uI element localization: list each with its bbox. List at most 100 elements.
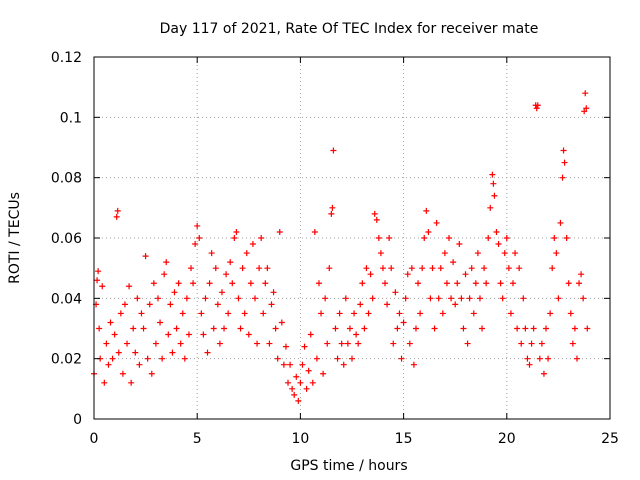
data-point (421, 235, 428, 241)
data-point (223, 271, 230, 278)
data-point (326, 265, 333, 272)
data-point (549, 265, 556, 272)
data-point (576, 280, 583, 287)
data-point (388, 265, 395, 272)
data-point (359, 280, 366, 287)
data-point (134, 295, 141, 302)
data-point (394, 325, 401, 332)
chart-title: Day 117 of 2021, Rate Of TEC Index for r… (160, 21, 539, 37)
data-point (431, 325, 438, 332)
data-point (344, 340, 351, 347)
data-point (581, 108, 588, 115)
y-tick-label: 0 (73, 412, 82, 428)
data-point (293, 373, 300, 380)
data-point (507, 310, 514, 317)
data-point (557, 219, 564, 226)
data-point (169, 349, 176, 356)
data-point (483, 280, 490, 287)
y-tick-label: 0.1 (60, 110, 82, 126)
data-point (547, 310, 554, 317)
x-tick-label: 15 (395, 431, 413, 447)
data-point (313, 355, 320, 362)
data-point (95, 268, 102, 275)
data-point (245, 331, 252, 338)
data-points (91, 90, 591, 404)
data-point (188, 265, 195, 272)
data-point (452, 301, 459, 308)
data-point (276, 228, 283, 235)
data-point (425, 228, 432, 235)
data-point (218, 289, 225, 296)
data-point (103, 340, 110, 347)
data-point (320, 370, 327, 377)
data-point (117, 310, 124, 317)
grid-lines (94, 57, 610, 419)
data-point (534, 102, 541, 109)
data-point (456, 241, 463, 248)
data-point (509, 280, 516, 287)
data-point (121, 301, 128, 308)
data-point (154, 295, 161, 302)
data-point (185, 331, 192, 338)
data-point (439, 310, 446, 317)
data-point (522, 325, 529, 332)
data-point (458, 295, 465, 302)
data-point (470, 310, 477, 317)
x-tick-label: 25 (601, 431, 619, 447)
data-point (200, 331, 207, 338)
data-point (167, 301, 174, 308)
data-point (192, 241, 199, 248)
data-point (578, 271, 585, 278)
data-point (221, 325, 228, 332)
data-point (152, 340, 159, 347)
data-point (274, 355, 281, 362)
data-point (367, 271, 374, 278)
data-point (299, 361, 306, 368)
data-point (258, 235, 265, 241)
data-point (140, 325, 147, 332)
data-point (540, 370, 547, 377)
data-point (400, 319, 407, 326)
data-point (365, 310, 372, 317)
data-point (530, 325, 537, 332)
data-point (268, 301, 275, 308)
data-point (208, 250, 215, 257)
data-point (130, 325, 137, 332)
data-point (404, 271, 411, 278)
data-point (114, 207, 121, 214)
data-point (526, 361, 533, 368)
data-point (533, 105, 540, 112)
data-point (115, 349, 122, 356)
x-tick-label: 0 (90, 431, 99, 447)
data-point (282, 343, 289, 350)
data-point (417, 310, 424, 317)
data-point (332, 325, 339, 332)
data-point (307, 331, 314, 338)
data-point (580, 295, 587, 302)
data-point (291, 391, 298, 398)
data-point (408, 265, 415, 272)
data-point (342, 295, 349, 302)
data-point (499, 295, 506, 302)
data-point (538, 340, 545, 347)
data-point (573, 355, 580, 362)
data-point (512, 250, 519, 257)
data-point (565, 280, 572, 287)
data-point (198, 310, 205, 317)
data-point (569, 340, 576, 347)
data-point (450, 259, 457, 266)
data-point (126, 283, 133, 290)
data-point (163, 259, 170, 266)
data-point (561, 159, 568, 166)
data-point (369, 295, 376, 302)
data-point (206, 280, 213, 287)
data-point (384, 301, 391, 308)
data-point (501, 250, 508, 257)
data-point (138, 310, 145, 317)
data-point (551, 235, 558, 241)
data-point (328, 210, 335, 217)
data-point (216, 340, 223, 347)
data-point (336, 310, 343, 317)
data-point (287, 361, 294, 368)
